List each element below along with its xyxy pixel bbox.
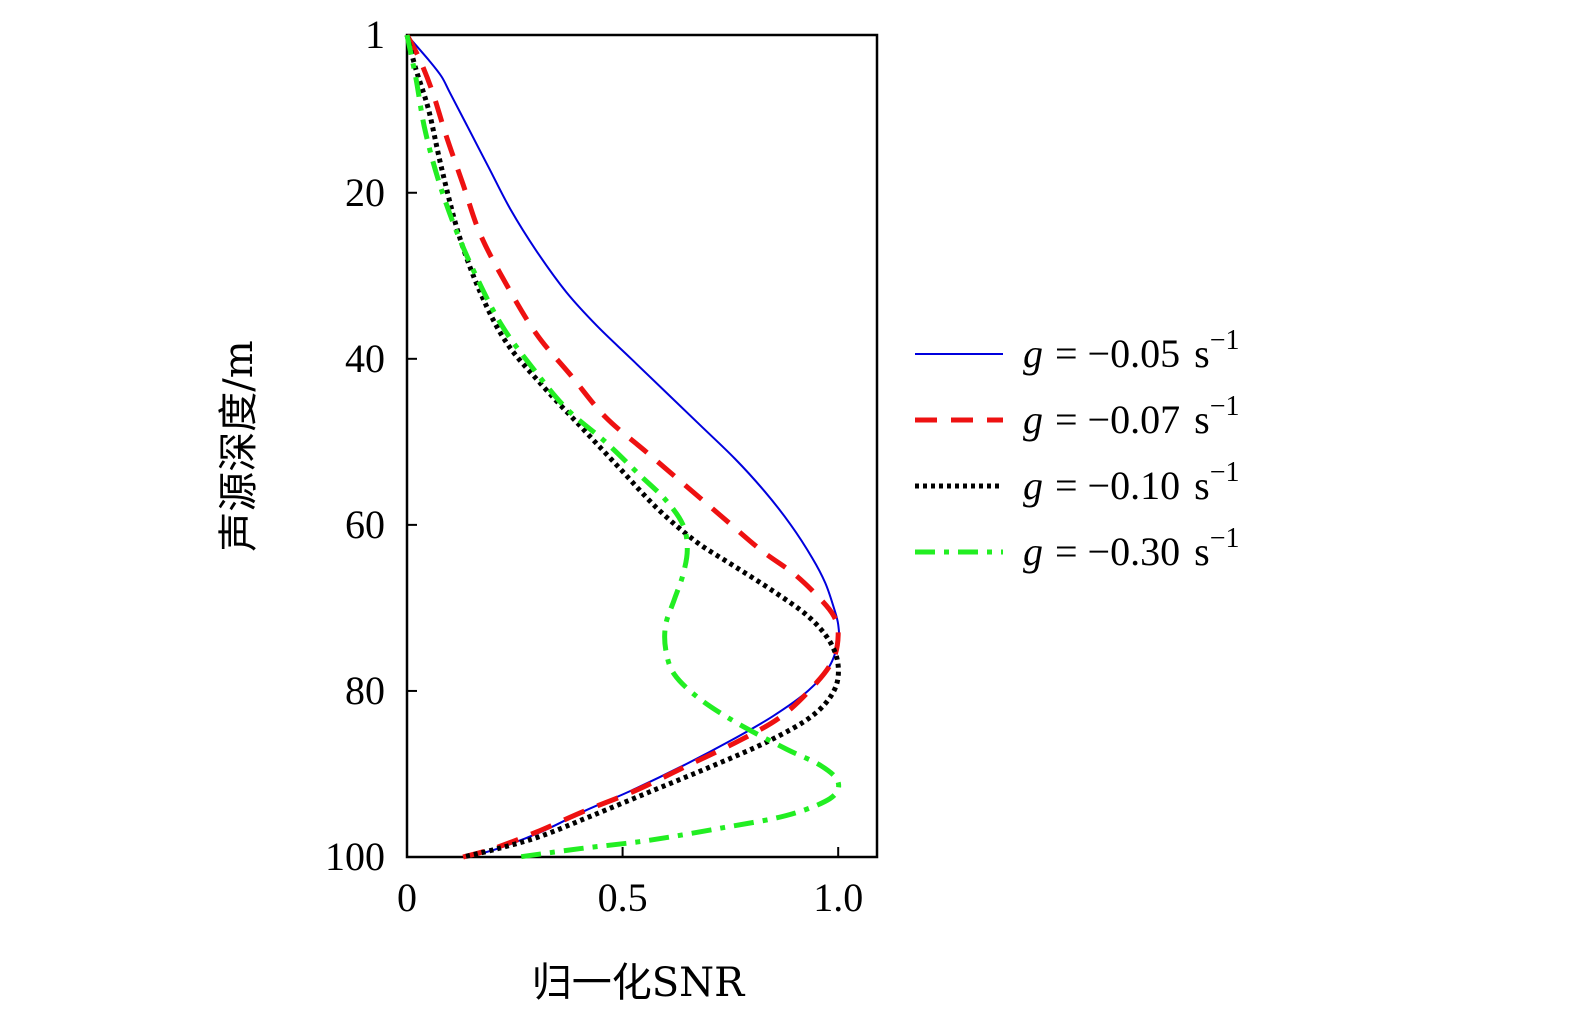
series-line-1 xyxy=(404,33,841,860)
series-line-2 xyxy=(404,34,841,860)
y-axis-title: 声源深度/m xyxy=(216,340,262,551)
series-lines xyxy=(404,33,842,860)
x-axis-title: 归一化SNR xyxy=(532,960,746,1006)
y-tick-label: 1 xyxy=(365,12,385,57)
legend-label-3: g = −0.30 s−1 xyxy=(1023,523,1240,574)
y-tick-label: 80 xyxy=(345,668,385,713)
legend-label-0: g = −0.05 s−1 xyxy=(1023,325,1240,376)
x-tick-label: 1.0 xyxy=(813,875,863,920)
plot-frame xyxy=(405,33,879,859)
y-tick-label: 60 xyxy=(345,502,385,547)
legend-label-1: g = −0.07 s−1 xyxy=(1023,391,1240,442)
series-line-0 xyxy=(406,34,840,858)
x-tick-label: 0 xyxy=(397,875,417,920)
y-tick-label: 40 xyxy=(345,336,385,381)
legend-label-2: g = −0.10 s−1 xyxy=(1023,457,1240,508)
y-tick-label: 100 xyxy=(325,834,385,879)
legend: g = −0.05 s−1 g = −0.07 s−1 g = −0.10 s−1 g = −0.3… xyxy=(915,325,1240,574)
x-tick-label: 0.5 xyxy=(598,875,648,920)
y-tick-label: 20 xyxy=(345,170,385,215)
series-line-3 xyxy=(404,34,842,860)
axis-ticks: 0 0.5 1.0 1 20 40 60 80 100 xyxy=(325,12,863,920)
